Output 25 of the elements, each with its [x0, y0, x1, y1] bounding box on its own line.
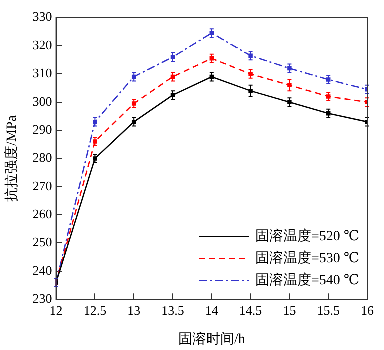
y-axis-title: 抗拉强度/MPa	[4, 114, 20, 202]
x-tick-label: 14.5	[239, 302, 262, 318]
y-tick-label: 280	[32, 150, 52, 166]
y-tick-label: 290	[32, 122, 52, 137]
y-tick-label: 240	[32, 262, 52, 278]
y-tick-label: 230	[32, 291, 52, 306]
x-tick-label: 13	[128, 302, 141, 318]
x-tick-label: 15	[283, 302, 296, 318]
y-tick-label: 270	[32, 178, 52, 194]
x-tick-label: 13.5	[162, 302, 184, 318]
y-tick-label: 320	[32, 37, 52, 52]
x-tick-label: 14	[205, 302, 219, 318]
y-tick-label: 250	[32, 234, 52, 250]
x-tick-label: 15.5	[317, 302, 340, 318]
y-tick-label: 260	[32, 206, 52, 222]
legend-label: 固溶温度=520 ℃	[255, 228, 360, 244]
y-tick-label: 330	[32, 9, 52, 24]
y-tick-label: 300	[32, 94, 52, 109]
legend-label: 固溶温度=540 ℃	[255, 272, 360, 288]
x-tick-label: 16	[361, 302, 374, 318]
legend-label: 固溶温度=530 ℃	[255, 250, 360, 266]
x-tick-label: 12	[50, 302, 63, 318]
y-tick-label: 310	[32, 66, 52, 81]
x-tick-label: 12.5	[84, 302, 107, 318]
x-axis-title: 固溶时间/h	[178, 331, 246, 348]
